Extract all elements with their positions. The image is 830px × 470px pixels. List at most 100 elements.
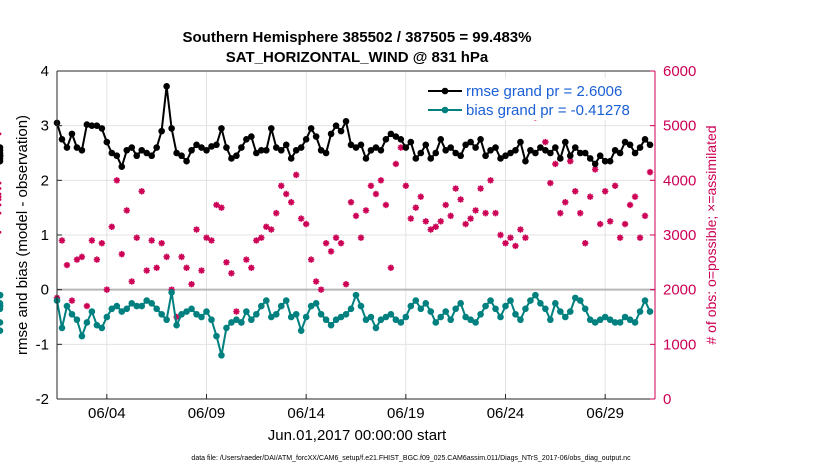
obs-marker (616, 234, 624, 241)
rmse-point (571, 144, 579, 151)
bias-point (477, 310, 484, 318)
rmse-point (591, 160, 599, 168)
bias-point (641, 297, 649, 304)
obs-marker-dot (384, 203, 388, 207)
obs-marker (522, 234, 529, 241)
obs-marker-dot (289, 200, 293, 204)
obs-marker-dot (0, 211, 2, 215)
bias-point (616, 319, 624, 326)
bias-point (407, 302, 415, 310)
obs-marker-dot (90, 239, 94, 242)
rmse-point (512, 146, 519, 154)
bias-point (0, 319, 4, 326)
bias-point (228, 319, 235, 326)
obs-marker-dot (0, 187, 2, 190)
obs-marker (582, 240, 589, 247)
obs-marker-dot (0, 181, 2, 185)
rmse-point (168, 125, 175, 132)
chart-subtitle: SAT_HORIZONTAL_WIND @ 831 hPa (226, 49, 489, 66)
bias-point (317, 310, 325, 318)
rmse-point (158, 127, 165, 135)
rmse-point (58, 136, 66, 143)
obs-marker-dot (0, 192, 2, 196)
left-tick-label: -2 (36, 391, 49, 408)
obs-marker-dot (439, 219, 443, 223)
obs-marker (432, 223, 439, 230)
obs-marker (442, 201, 449, 209)
bias-point (482, 302, 489, 310)
bias-point (337, 313, 345, 321)
bias-point (352, 291, 360, 299)
obs-marker-dot (294, 173, 298, 177)
obs-marker-dot (504, 241, 507, 245)
rmse-point (93, 122, 101, 129)
rmse-point (183, 157, 190, 165)
legend-swatch-marker (441, 87, 449, 95)
bias-point (427, 308, 435, 315)
obs-marker (352, 212, 360, 220)
bias-point (552, 300, 559, 307)
obs-marker (263, 223, 270, 230)
rmse-point (641, 136, 649, 143)
bias-point (601, 313, 609, 321)
rmse-point (492, 144, 499, 151)
bias-point (581, 305, 589, 313)
obs-marker-dot (434, 225, 438, 229)
rmse-point (402, 144, 410, 151)
bias-point (78, 332, 86, 340)
obs-marker (0, 212, 1, 215)
obs-marker-dot (553, 162, 557, 166)
obs-marker (228, 270, 235, 277)
bias-point (73, 316, 81, 324)
right-tick-label: 6000 (663, 63, 696, 80)
bias-point (258, 302, 265, 310)
bias-point (307, 302, 315, 310)
rmse-point (213, 141, 220, 149)
bias-point (327, 321, 335, 329)
rmse-point (367, 146, 375, 154)
rmse-point (457, 152, 464, 160)
rmse-point (522, 157, 529, 165)
bias-point (193, 310, 200, 318)
rmse-point (138, 146, 146, 154)
obs-marker-dot (205, 236, 208, 240)
obs-marker (283, 190, 290, 198)
obs-marker-dot (244, 258, 248, 261)
obs-marker-dot (140, 189, 144, 193)
rmse-point (517, 138, 524, 146)
obs-marker (273, 209, 280, 217)
rmse-point (557, 155, 564, 162)
bias-point (517, 316, 524, 324)
obs-marker (467, 215, 474, 222)
bias-point (392, 316, 400, 324)
obs-marker-dot (558, 211, 562, 215)
rmse-point (487, 146, 494, 154)
obs-marker-dot (573, 189, 577, 193)
right-tick-label: 5000 (663, 118, 696, 135)
bias-point (646, 308, 654, 315)
bias-point (402, 313, 410, 321)
bias-point (566, 308, 574, 315)
obs-marker (417, 193, 424, 200)
chart-titles: Southern Hemisphere 385502 / 387505 = 99… (183, 29, 532, 66)
rmse-point (297, 144, 305, 151)
obs-marker-dot (65, 263, 69, 267)
obs-marker-dot (215, 203, 218, 207)
bias-point (213, 332, 220, 340)
rmse-point (372, 144, 380, 151)
bias-point (277, 302, 285, 310)
rmse-point (287, 155, 295, 162)
obs-marker-dot (648, 170, 652, 174)
rmse-point (248, 133, 255, 140)
obs-marker-dot (394, 162, 398, 166)
obs-marker-dot (115, 178, 119, 182)
obs-marker (337, 240, 345, 247)
x-tick-label: 06/14 (287, 405, 325, 422)
obs-marker-dot (130, 280, 134, 283)
obs-marker-dot (454, 187, 458, 190)
rmse-point (312, 133, 320, 140)
obs-marker (88, 237, 96, 244)
obs-marker (213, 201, 220, 209)
bias-point (447, 316, 454, 324)
rmse-point (532, 149, 539, 157)
